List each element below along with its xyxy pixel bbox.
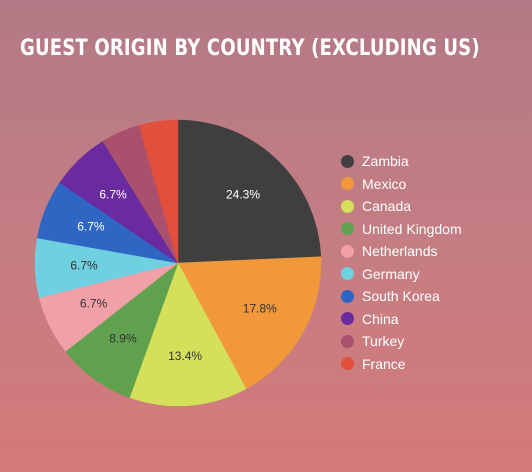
legend-swatch: [341, 357, 354, 371]
pie-value-label-mexico: 17.8%: [243, 301, 277, 315]
chart-legend: Zambia Mexico Canada United Kingdom Netherla…: [341, 150, 462, 375]
pie-slice-zambia: [177, 119, 322, 264]
pie-value-label-united-kingdom: 8.9%: [109, 331, 137, 345]
legend-item-turkey: Turkey: [341, 330, 462, 353]
pie-value-label-germany: 6.7%: [70, 258, 98, 272]
pie-value-label-canada: 13.4%: [168, 349, 202, 363]
legend-label: France: [362, 355, 406, 372]
legend-label: Germany: [362, 265, 420, 282]
legend-item-united-kingdom: United Kingdom: [341, 218, 462, 241]
pie-value-labels: 24.3% 17.8% 13.4% 8.9% 6.7% 6.7% 6.7% 6.7%: [70, 187, 277, 363]
pie-slices: [34, 119, 322, 407]
chart-title: GUEST ORIGIN BY COUNTRY (EXCLUDING US): [20, 36, 480, 61]
pie-slice-canada: [129, 262, 247, 407]
legend-item-china: China: [341, 308, 462, 331]
legend-label: Turkey: [362, 333, 405, 350]
legend-swatch: [341, 177, 354, 191]
pie-value-label-south-korea: 6.7%: [77, 220, 105, 234]
legend-swatch: [341, 244, 354, 258]
legend-item-germany: Germany: [341, 263, 462, 286]
legend-item-zambia: Zambia: [341, 150, 462, 173]
legend-swatch: [341, 199, 354, 213]
legend-swatch: [341, 334, 354, 348]
legend-swatch: [341, 267, 354, 281]
legend-swatch: [341, 222, 354, 236]
legend-label: Mexico: [362, 175, 407, 192]
pie-slice-france: [138, 119, 179, 264]
legend-label: United Kingdom: [362, 220, 462, 237]
legend-label: Netherlands: [362, 243, 438, 260]
legend-swatch: [341, 312, 354, 326]
pie-value-label-zambia: 24.3%: [226, 187, 260, 201]
legend-item-netherlands: Netherlands: [341, 240, 462, 263]
pie-slice-united-kingdom: [65, 262, 179, 398]
legend-item-canada: Canada: [341, 195, 462, 218]
pie-value-label-netherlands: 6.7%: [80, 297, 108, 311]
legend-label: China: [362, 310, 399, 327]
legend-label: South Korea: [362, 288, 440, 305]
legend-item-south-korea: South Korea: [341, 285, 462, 308]
legend-label: Canada: [362, 198, 412, 215]
legend-swatch: [341, 289, 354, 303]
legend-label: Zambia: [362, 153, 409, 170]
legend-item-france: France: [341, 353, 462, 376]
legend-item-mexico: Mexico: [341, 173, 462, 196]
legend-swatch: [341, 154, 354, 168]
pie-slice-mexico: [177, 256, 322, 390]
pie-value-label-china: 6.7%: [99, 187, 127, 201]
